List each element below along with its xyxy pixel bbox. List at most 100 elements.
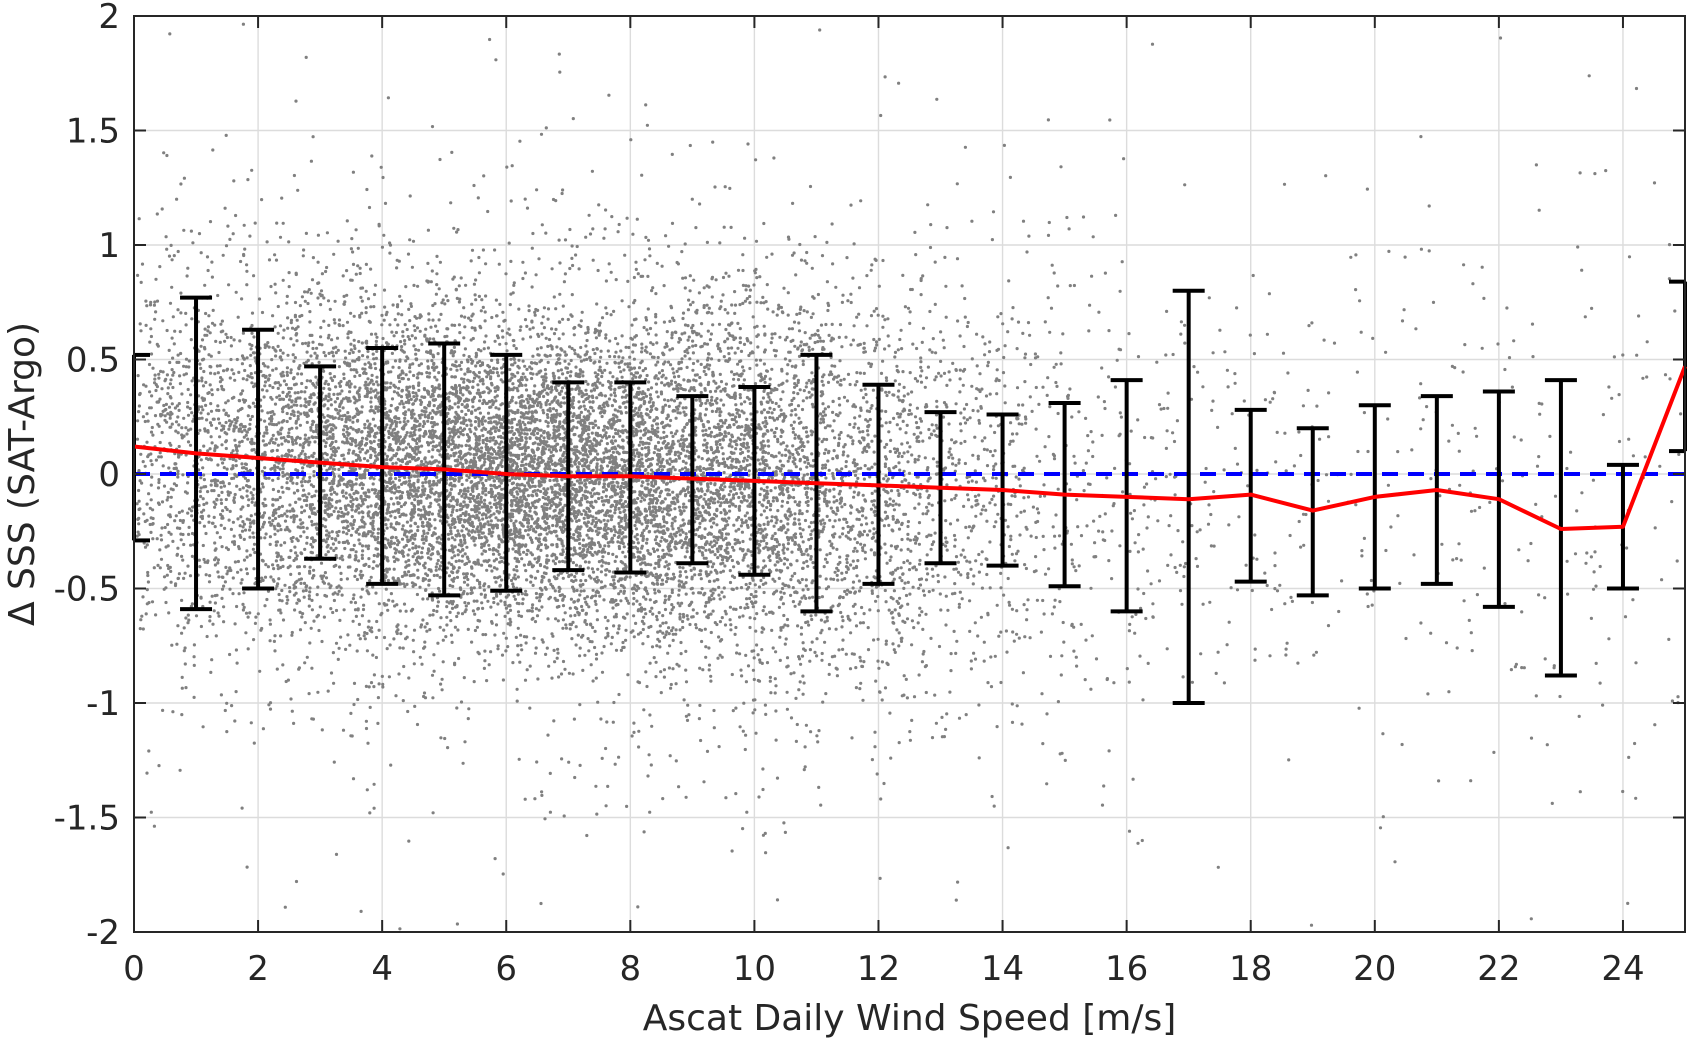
scatter-point xyxy=(508,478,512,483)
scatter-point xyxy=(1102,400,1106,404)
scatter-point xyxy=(180,631,184,635)
scatter-point xyxy=(447,523,451,527)
scatter-point xyxy=(381,336,385,341)
scatter-point xyxy=(206,412,210,416)
scatter-point xyxy=(707,310,711,314)
scatter-point xyxy=(698,375,702,380)
scatter-point xyxy=(606,551,611,556)
scatter-point xyxy=(977,493,981,497)
scatter-point xyxy=(712,708,716,713)
scatter-point xyxy=(948,522,953,526)
scatter-point xyxy=(741,729,745,733)
scatter-point xyxy=(1273,551,1277,555)
scatter-point xyxy=(733,311,737,315)
scatter-point xyxy=(865,400,869,404)
scatter-point xyxy=(299,390,303,394)
scatter-point xyxy=(178,526,182,531)
scatter-point xyxy=(883,686,888,690)
scatter-point xyxy=(280,442,284,446)
scatter-point xyxy=(533,313,537,317)
scatter-point xyxy=(591,400,595,404)
scatter-point xyxy=(787,494,791,498)
scatter-point xyxy=(1102,784,1106,788)
scatter-point xyxy=(216,558,220,562)
scatter-point xyxy=(388,643,392,647)
scatter-point xyxy=(604,306,608,310)
scatter-point xyxy=(338,618,342,623)
scatter-point xyxy=(756,565,760,569)
scatter-point xyxy=(460,409,464,413)
scatter-point xyxy=(1558,694,1562,699)
scatter-point xyxy=(745,458,749,462)
scatter-point xyxy=(722,355,726,359)
scatter-point xyxy=(337,416,341,421)
scatter-point xyxy=(1108,118,1112,122)
scatter-point xyxy=(677,785,681,789)
scatter-point xyxy=(928,436,932,440)
scatter-point xyxy=(1270,607,1274,612)
scatter-point xyxy=(165,573,169,577)
scatter-point xyxy=(173,406,177,410)
scatter-point xyxy=(654,312,658,317)
scatter-point xyxy=(346,503,350,507)
scatter-point xyxy=(521,276,525,281)
scatter-point xyxy=(199,458,203,462)
scatter-point xyxy=(821,339,826,343)
scatter-point xyxy=(934,375,938,379)
scatter-point xyxy=(684,795,688,799)
scatter-point xyxy=(790,364,794,368)
scatter-point xyxy=(174,429,178,433)
scatter-point xyxy=(220,384,224,388)
scatter-point xyxy=(454,360,458,364)
scatter-point xyxy=(919,365,923,369)
scatter-point xyxy=(783,642,787,646)
scatter-point xyxy=(272,567,276,571)
scatter-point xyxy=(1285,641,1289,645)
scatter-point xyxy=(1025,608,1029,612)
scatter-point xyxy=(851,586,855,590)
scatter-point xyxy=(412,344,416,348)
scatter-point xyxy=(850,736,854,740)
scatter-point xyxy=(768,398,772,402)
scatter-point xyxy=(894,502,898,506)
scatter-point xyxy=(533,557,537,561)
scatter-point xyxy=(400,345,404,349)
scatter-point xyxy=(138,392,142,397)
scatter-point xyxy=(236,517,240,521)
scatter-point xyxy=(1136,355,1141,359)
scatter-point xyxy=(770,252,774,256)
scatter-point xyxy=(769,391,773,395)
scatter-point xyxy=(650,408,654,412)
scatter-point xyxy=(667,597,671,601)
scatter-point xyxy=(902,394,906,398)
scatter-point xyxy=(326,399,330,403)
scatter-point xyxy=(187,532,191,537)
scatter-point xyxy=(836,568,840,573)
scatter-point xyxy=(369,400,373,404)
scatter-point xyxy=(202,357,206,361)
scatter-point xyxy=(551,516,555,520)
scatter-point xyxy=(625,804,629,809)
scatter-point xyxy=(325,231,329,235)
scatter-point xyxy=(1268,400,1272,404)
scatter-point xyxy=(551,634,555,638)
scatter-point xyxy=(1302,543,1306,547)
scatter-point xyxy=(418,655,422,659)
scatter-point xyxy=(723,308,727,312)
scatter-point xyxy=(554,327,558,331)
scatter-point xyxy=(840,345,844,349)
scatter-point xyxy=(724,796,728,800)
scatter-point xyxy=(431,318,435,322)
scatter-point xyxy=(827,662,832,667)
scatter-point xyxy=(466,627,470,632)
scatter-point xyxy=(249,721,253,725)
scatter-point xyxy=(591,679,595,683)
scatter-point xyxy=(524,383,528,387)
scatter-point xyxy=(779,442,783,446)
scatter-point xyxy=(924,612,928,616)
scatter-point xyxy=(1676,695,1680,699)
scatter-point xyxy=(930,542,934,547)
scatter-point xyxy=(802,647,806,651)
scatter-point xyxy=(863,550,867,554)
scatter-point xyxy=(330,350,335,355)
